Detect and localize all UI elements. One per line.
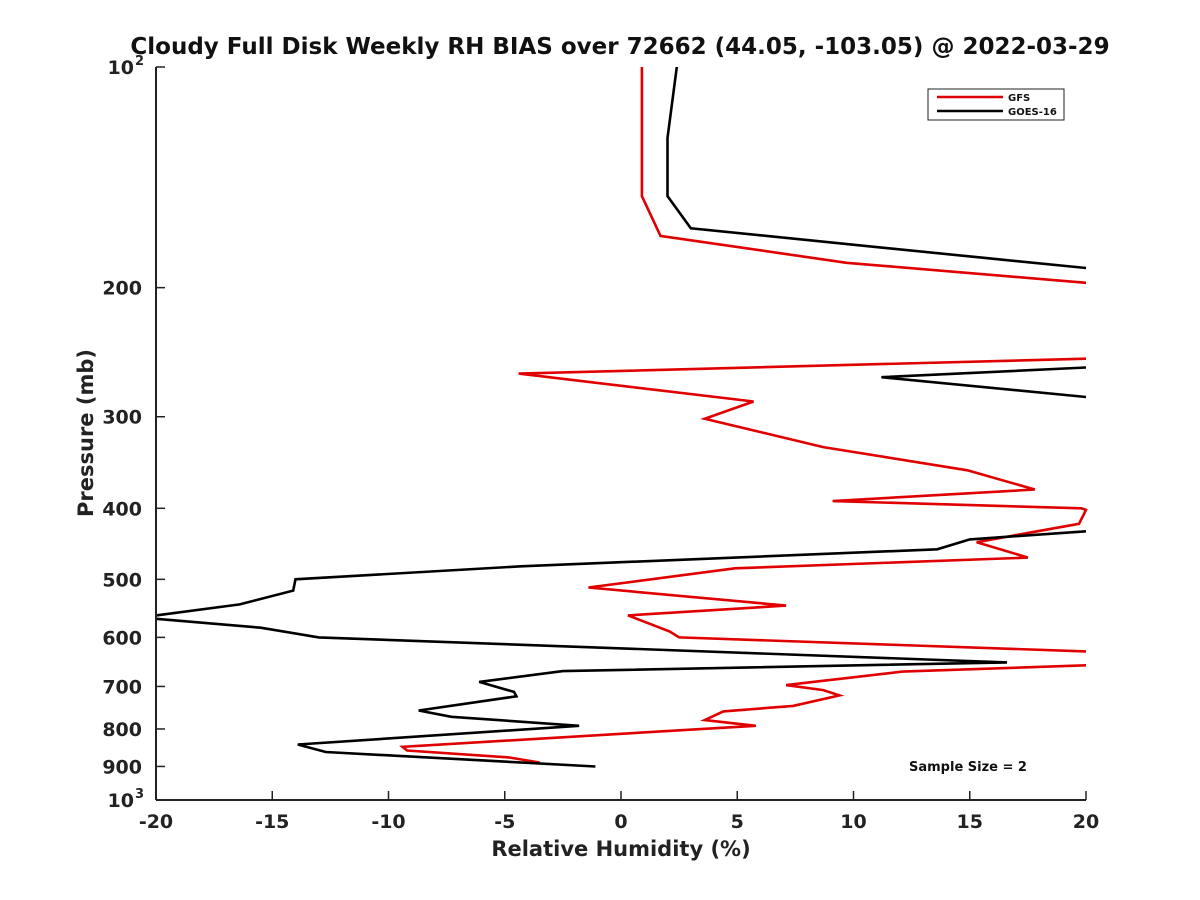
y-tick-label: 10 (108, 790, 134, 812)
series-line-gfs (399, 67, 1088, 764)
y-tick-exponent: 2 (135, 54, 144, 69)
x-tick-label: 5 (731, 811, 744, 833)
y-tick-label: 200 (102, 278, 142, 300)
y-tick-label: 10 (108, 57, 134, 79)
series-line-goes16 (155, 66, 1087, 768)
y-tick-label: 500 (102, 569, 142, 591)
x-axis-ticks: -20 -15 -10 -5 0 5 10 15 20 (139, 791, 1099, 833)
y-tick-exponent: 3 (135, 787, 144, 802)
sample-size-annotation: Sample Size = 2 (909, 760, 1027, 775)
legend-box (927, 88, 1065, 121)
plot-area (155, 66, 1088, 801)
y-tick-label: 400 (102, 498, 142, 520)
legend: GFS GOES-16 (927, 88, 1065, 121)
x-tick-label: -20 (139, 811, 173, 833)
chart-title: Cloudy Full Disk Weekly RH BIAS over 726… (130, 34, 1109, 60)
legend-label-gfs: GFS (1008, 93, 1030, 104)
x-tick-label: 15 (957, 811, 983, 833)
x-tick-label: 10 (840, 811, 866, 833)
plot-background (156, 67, 1086, 800)
y-axis-label: Pressure (mb) (74, 349, 98, 517)
x-tick-label: -15 (255, 811, 289, 833)
x-axis-label: Relative Humidity (%) (491, 837, 750, 861)
y-tick-label: 800 (102, 719, 142, 741)
y-tick-label: 600 (102, 627, 142, 649)
x-tick-label: -10 (371, 811, 405, 833)
x-tick-label: 0 (614, 811, 627, 833)
y-tick-label: 300 (102, 407, 142, 429)
legend-label-goes16: GOES-16 (1008, 107, 1057, 118)
x-tick-label: 20 (1073, 811, 1099, 833)
y-tick-label: 900 (102, 756, 142, 778)
series-layer (155, 66, 1088, 768)
y-tick-label: 700 (102, 676, 142, 698)
x-tick-label: -5 (494, 811, 515, 833)
